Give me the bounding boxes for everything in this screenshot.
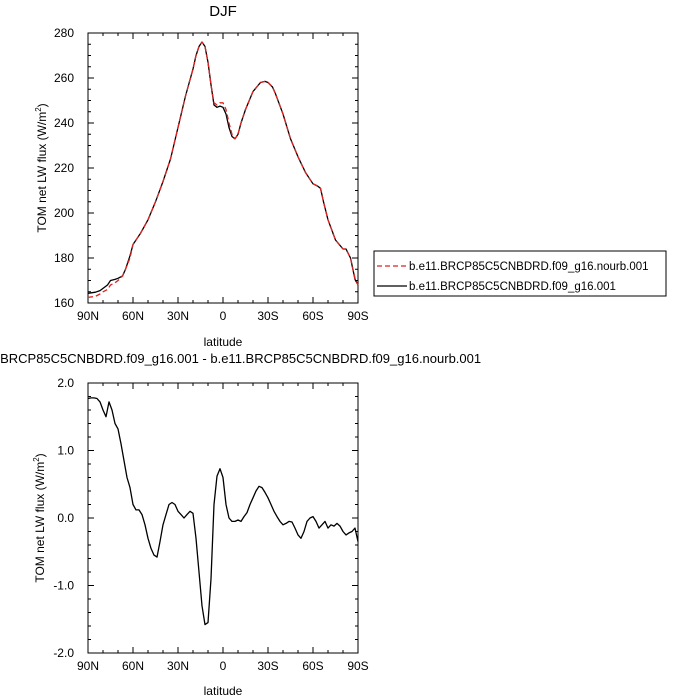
top-x-tick-label: 90S — [347, 309, 368, 323]
top-x-tick-label: 0 — [220, 309, 227, 323]
top-x-tick-label: 90N — [77, 309, 99, 323]
top-series-line-0 — [87, 41, 359, 299]
bottom-y-axis-label: TOM net LW flux (W/m2) — [32, 453, 47, 582]
bottom-y-tick-label: 1.0 — [57, 444, 74, 458]
bottom-x-tick-label: 60S — [302, 659, 323, 673]
bottom-series-lines — [87, 397, 359, 626]
bottom-x-tick-label: 30S — [257, 659, 278, 673]
top-x-axis-label: latitude — [204, 335, 243, 349]
top-y-tick-label: 260 — [54, 71, 74, 85]
legend-label-nourb: b.e11.BRCP85C5CNBDRD.f09_g16.nourb.001 — [409, 261, 649, 273]
top-chart-title: DJF — [209, 3, 237, 20]
bottom-x-tick-label: 30N — [167, 659, 189, 673]
bottom-x-axis-label: latitude — [204, 684, 243, 698]
bottom-y-tick-label: -2.0 — [53, 646, 74, 660]
bottom-plot-frame — [87, 382, 359, 654]
bottom-chart-title: b.e11.BRCP85C5CNBDRD.f09_g16.001 - b.e11… — [0, 351, 481, 366]
bottom-axes: 90N 60N 30N 0 30S 60S 90S -2.0 -1.0 0.0 1.0 2.0 — [53, 376, 368, 673]
top-y-tick-label: 220 — [54, 161, 74, 175]
legend-label-001: b.e11.BRCP85C5CNBDRD.f09_g16.001 — [409, 281, 616, 293]
top-panel: DJF 90N 60N 30N 0 30S 60S 90S 160 180 200 220 240 26… — [34, 3, 369, 349]
top-y-axis-label: TOM net LW flux (W/m2) — [34, 103, 49, 232]
top-y-tick-label: 240 — [54, 116, 74, 130]
top-y-tick-label: 280 — [54, 26, 74, 40]
top-series-lines — [87, 41, 359, 299]
legend-box — [373, 250, 667, 297]
top-y-tick-label: 200 — [54, 206, 74, 220]
bottom-y-tick-label: 0.0 — [57, 511, 74, 525]
bottom-x-tick-label: 90S — [347, 659, 368, 673]
bottom-panel: b.e11.BRCP85C5CNBDRD.f09_g16.001 - b.e11… — [0, 351, 481, 698]
bottom-y-tick-label: -1.0 — [53, 579, 74, 593]
top-series-line-1 — [87, 41, 359, 294]
top-y-tick-label: 160 — [54, 296, 74, 310]
top-x-tick-label: 60S — [302, 309, 323, 323]
bottom-series-line-0 — [87, 397, 359, 626]
top-y-tick-label: 180 — [54, 251, 74, 265]
bottom-y-tick-label: 2.0 — [57, 376, 74, 390]
top-legend: b.e11.BRCP85C5CNBDRD.f09_g16.nourb.001 b… — [373, 250, 667, 297]
bottom-x-tick-label: 90N — [77, 659, 99, 673]
top-x-tick-label: 30N — [167, 309, 189, 323]
top-x-tick-label: 30S — [257, 309, 278, 323]
top-axes: 90N 60N 30N 0 30S 60S 90S 160 180 200 220 240 260 280 — [54, 26, 369, 323]
top-x-tick-label: 60N — [122, 309, 144, 323]
bottom-x-tick-label: 0 — [220, 659, 227, 673]
bottom-x-tick-label: 60N — [122, 659, 144, 673]
